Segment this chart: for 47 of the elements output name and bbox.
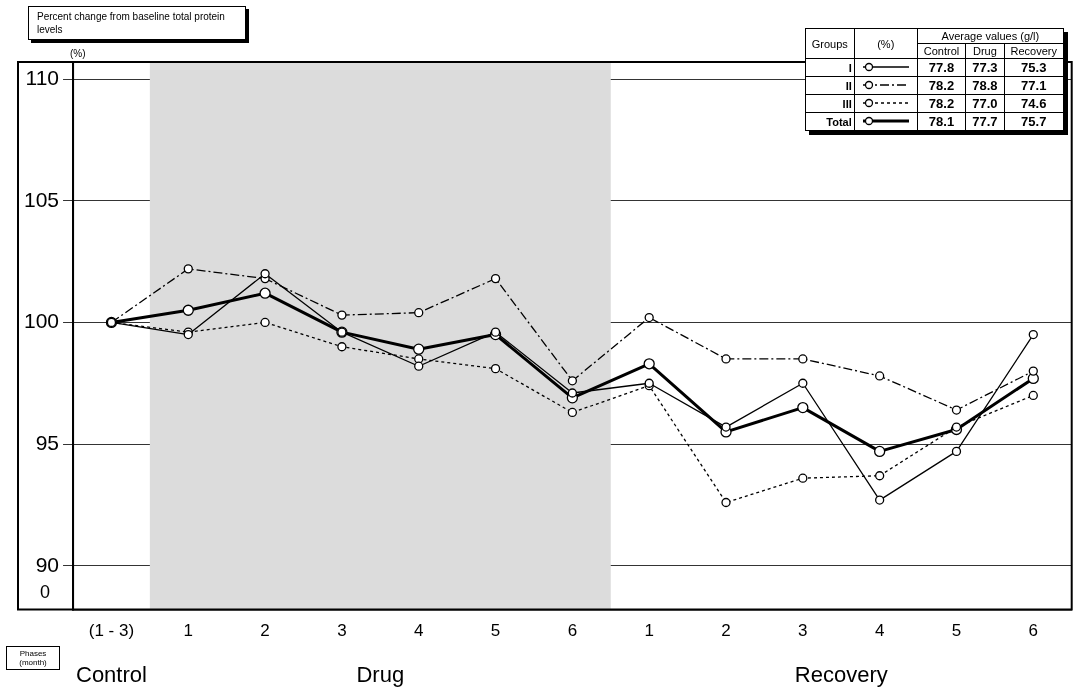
annotation: 78.2 <box>917 76 966 95</box>
annotation: 74.6 <box>1004 94 1064 113</box>
annotation: 77.3 <box>965 58 1005 77</box>
text: Drug <box>965 43 1005 59</box>
text: (%) <box>854 28 918 59</box>
y-axis-title: Percent change from baseline total protein levels <box>28 6 246 40</box>
y-tick-label: 110 <box>25 65 60 89</box>
text: Recovery <box>794 661 888 687</box>
y-tick-label: 95 <box>35 430 60 454</box>
x-tick-label: 4 <box>874 621 885 641</box>
annotation: 77.7 <box>965 112 1005 131</box>
x-tick-label: 1 <box>644 621 654 641</box>
annotation: 78.2 <box>917 94 966 113</box>
annotation: 78.8 <box>965 76 1005 95</box>
legend-label: II <box>805 76 855 95</box>
text: Groups <box>805 28 855 59</box>
x-tick-label: 5 <box>490 621 501 641</box>
annotation: 75.7 <box>1004 112 1064 131</box>
x-tick-label: 6 <box>1028 621 1039 641</box>
annotation: 77.0 <box>965 94 1005 113</box>
text: Recovery <box>1004 43 1064 59</box>
text: Control <box>917 43 966 59</box>
band-label: Drug <box>356 661 405 687</box>
y-tick-label: 100 <box>23 309 60 333</box>
x-tick-label: 2 <box>721 621 731 641</box>
annotation: 77.8 <box>917 58 966 77</box>
x-tick-label: 3 <box>798 621 808 641</box>
text: (%) <box>70 48 86 59</box>
annotation: 78.1 <box>917 112 966 131</box>
y-tick-label: 105 <box>23 187 60 211</box>
y-tick-label: 90 <box>35 552 60 576</box>
text: Phases (month) <box>6 646 60 670</box>
x-tick-label: 2 <box>260 621 270 641</box>
legend-label: I <box>805 58 855 77</box>
annotation: 77.1 <box>1004 76 1064 95</box>
x-tick-label: 5 <box>951 621 962 641</box>
legend-label: Total <box>805 112 855 131</box>
x-tick-label: 1 <box>183 621 193 641</box>
annotation: 75.3 <box>1004 58 1064 77</box>
x-tick-label: 3 <box>337 621 347 641</box>
text: Control <box>75 661 147 687</box>
x-tick-label: 4 <box>413 621 424 641</box>
x-tick-label: (1 - 3) <box>88 621 135 641</box>
text: 0 <box>40 582 51 603</box>
text: Average values (g/l) <box>917 28 1064 44</box>
legend-label: III <box>805 94 855 113</box>
x-tick-label: 6 <box>567 621 578 641</box>
